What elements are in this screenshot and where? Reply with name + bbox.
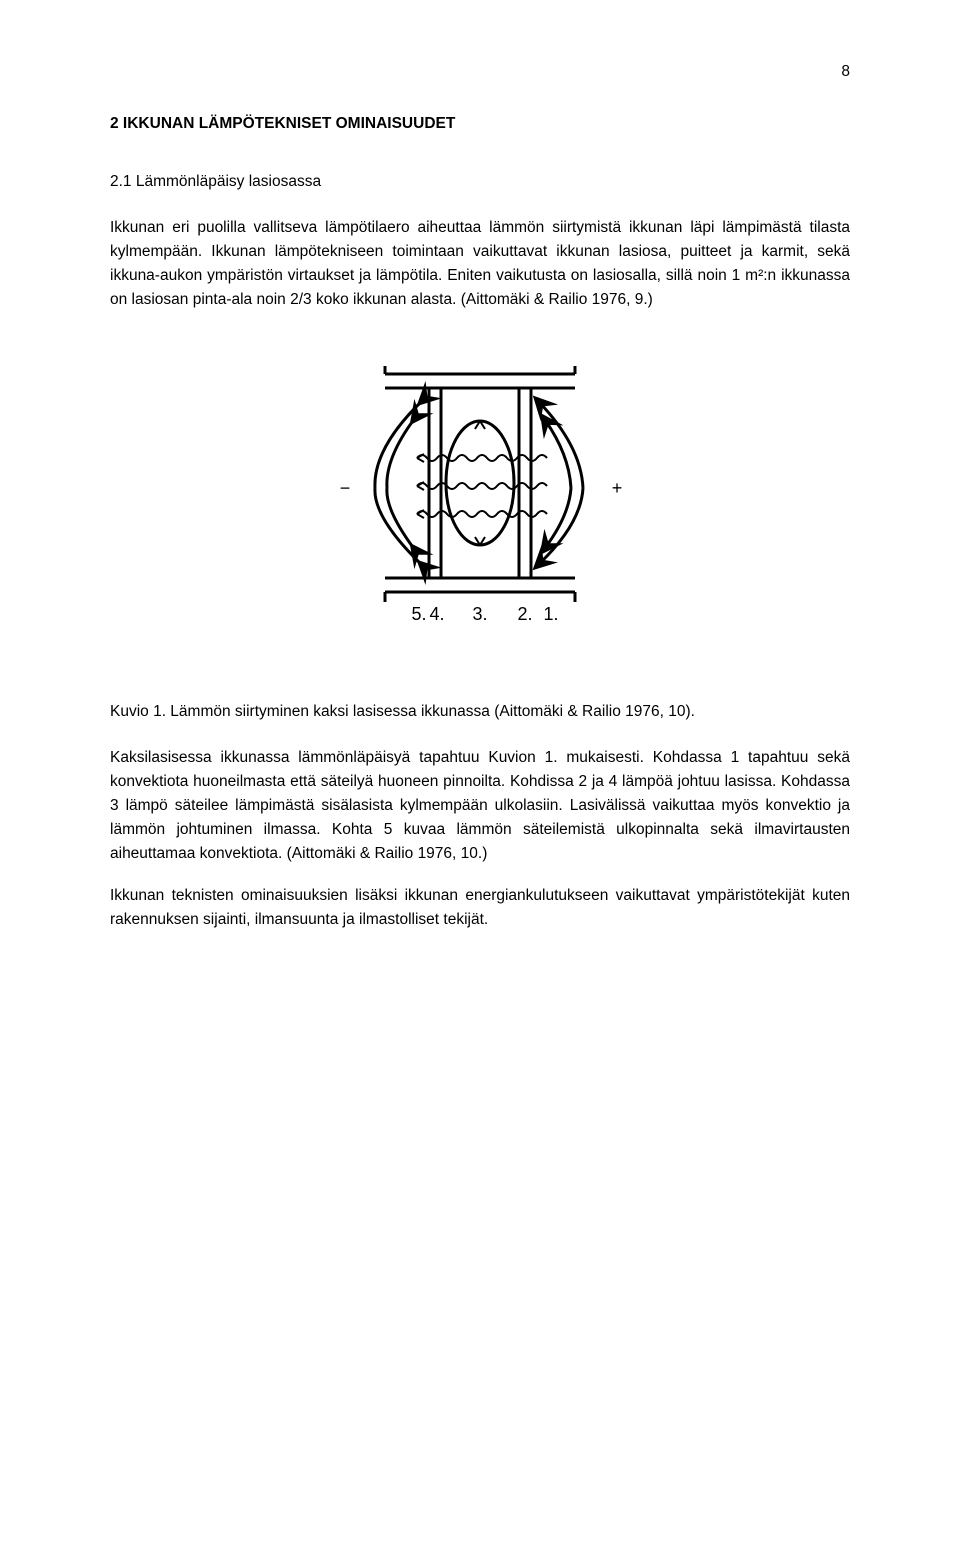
figure-1: − + 5. 4. 3. 2. 1. xyxy=(110,358,850,656)
figure-1-caption: Kuvio 1. Lämmön siirtyminen kaksi lasise… xyxy=(110,700,850,724)
paragraph-1: Ikkunan eri puolilla vallitseva lämpötil… xyxy=(110,216,850,312)
label-2: 2. xyxy=(517,604,532,624)
label-5: 5. xyxy=(411,604,426,624)
paragraph-2: Kaksilasisessa ikkunassa lämmönläpäisyä … xyxy=(110,746,850,866)
label-3: 3. xyxy=(472,604,487,624)
heading-section: 2.1 Lämmönläpäisy lasiosassa xyxy=(110,170,850,194)
label-4: 4. xyxy=(429,604,444,624)
page-number: 8 xyxy=(110,60,850,84)
label-plus: + xyxy=(612,478,623,498)
heading-chapter: 2 IKKUNAN LÄMPÖTEKNISET OMINAISUUDET xyxy=(110,112,850,136)
paragraph-3: Ikkunan teknisten ominaisuuksien lisäksi… xyxy=(110,884,850,932)
label-minus: − xyxy=(340,478,351,498)
window-heat-diagram: − + 5. 4. 3. 2. 1. xyxy=(325,358,635,648)
label-1: 1. xyxy=(543,604,558,624)
